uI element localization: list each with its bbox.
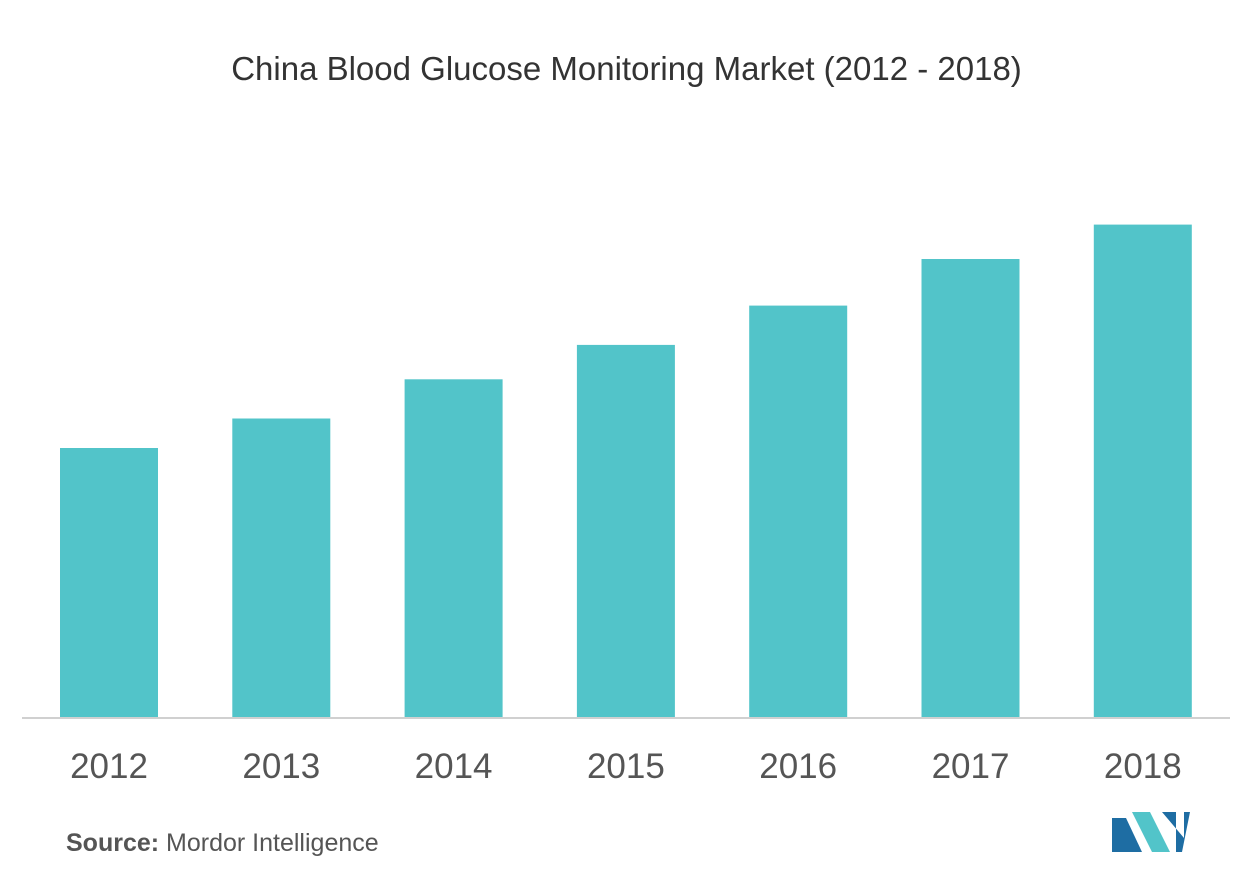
- source-text: Mordor Intelligence: [166, 829, 379, 857]
- logo-shape-right: [1162, 812, 1190, 852]
- source-note: Source: Mordor Intelligence: [66, 829, 379, 858]
- x-tick-label-2014: 2014: [415, 747, 493, 786]
- bars-group: [60, 224, 1192, 718]
- x-tick-label-2017: 2017: [932, 747, 1010, 786]
- bar-2016: [749, 305, 848, 718]
- bar-2012: [60, 448, 158, 718]
- x-tick-label-2016: 2016: [759, 747, 837, 786]
- bar-2018: [1093, 224, 1192, 718]
- x-tick-label-2018: 2018: [1104, 747, 1182, 786]
- logo-shape-left: [1112, 818, 1142, 852]
- bar-2013: [232, 418, 331, 718]
- x-axis-ticks: 2012 2013 2014 2015 2016 2017 2018: [70, 747, 1182, 786]
- x-tick-label-2012: 2012: [70, 747, 148, 786]
- source-label: Source:: [66, 829, 160, 857]
- bar-2014: [404, 379, 503, 718]
- chart-title: China Blood Glucose Monitoring Market (2…: [231, 50, 1022, 87]
- bar-2017: [921, 259, 1020, 718]
- bar-2015: [576, 344, 675, 718]
- logo-shape-middle: [1132, 812, 1170, 852]
- x-tick-label-2015: 2015: [587, 747, 665, 786]
- mordor-intelligence-logo-icon: [1112, 812, 1190, 852]
- x-tick-label-2013: 2013: [242, 747, 320, 786]
